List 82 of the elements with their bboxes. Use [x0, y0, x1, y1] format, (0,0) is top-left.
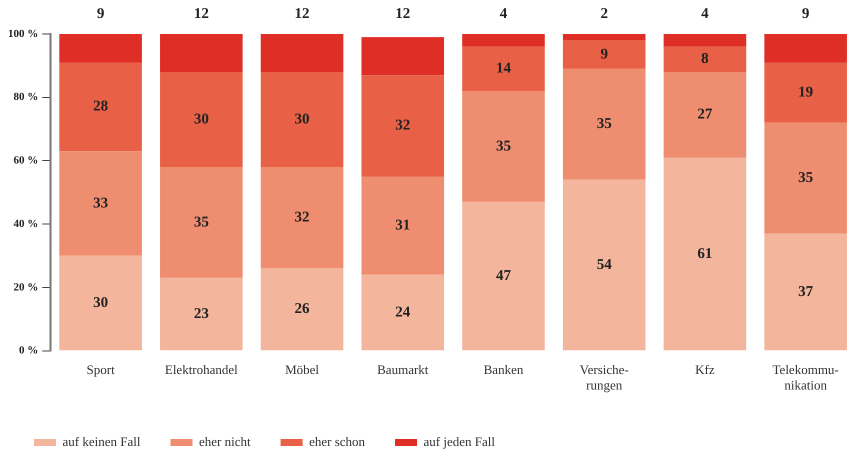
bar: [462, 46, 545, 92]
bar: [260, 268, 344, 350]
y-tick-label: 100 %: [8, 28, 38, 40]
data-label: 30: [93, 294, 108, 311]
data-label: 35: [798, 170, 814, 186]
bar: [361, 37, 444, 76]
y-tick-label: 60 %: [14, 154, 38, 167]
y-tick-label: 80 %: [14, 91, 38, 104]
bar: [361, 274, 444, 350]
bar: [260, 34, 344, 72]
bar: [664, 72, 746, 158]
data-label: 12: [294, 6, 310, 22]
x-tick-label: Telekommu- nikation: [772, 362, 839, 393]
data-label: 27: [697, 106, 713, 123]
data-label: 14: [496, 60, 512, 77]
bar: [664, 34, 746, 47]
x-tick-label: Kfz: [695, 362, 715, 378]
bar: [160, 34, 243, 72]
data-label: 54: [596, 256, 612, 273]
x-tick-label: Versiche- rungen: [580, 362, 629, 393]
data-label: 33: [93, 195, 108, 212]
data-label: 35: [496, 138, 511, 154]
bar: [462, 91, 545, 202]
x-tick-label: Möbel: [285, 362, 320, 378]
data-label: 28: [93, 98, 108, 115]
legend-label: auf jeden Fall: [424, 434, 496, 449]
bar: [562, 40, 646, 69]
data-label: 31: [395, 218, 410, 234]
data-label: 4: [701, 6, 710, 22]
bar: [562, 68, 646, 180]
data-label: 35: [596, 116, 612, 132]
y-tick-label: 20 %: [14, 281, 38, 294]
x-tick-label: Baumarkt: [377, 362, 429, 378]
data-label: 2: [600, 6, 608, 22]
x-tick-label: Sport: [86, 362, 116, 378]
bar: [764, 122, 847, 234]
data-label: 37: [798, 284, 814, 300]
bar: [462, 34, 545, 47]
data-label: 9: [802, 6, 810, 22]
bar: [462, 202, 545, 350]
bar: [764, 62, 847, 123]
bar: [260, 167, 344, 268]
data-label: 30: [294, 111, 310, 128]
legend-label: eher nicht: [198, 434, 251, 449]
bar: [59, 62, 142, 152]
data-label: 8: [701, 51, 709, 68]
bar: [260, 72, 344, 168]
data-label: 32: [294, 210, 310, 226]
bar: [764, 234, 847, 350]
data-label: 4: [500, 6, 508, 22]
bar: [361, 176, 444, 275]
data-label: 61: [697, 246, 712, 262]
data-label: 26: [294, 301, 310, 318]
bar: [160, 278, 243, 350]
x-tick-label: Elektrohandel: [164, 362, 238, 378]
data-label: 9: [96, 6, 104, 22]
y-tick-label: 0 %: [19, 344, 38, 357]
bar: [562, 34, 646, 40]
bar: [59, 151, 142, 256]
bar: [764, 34, 847, 63]
data-label: 35: [194, 214, 209, 230]
data-label: 47: [496, 268, 512, 284]
legend-label: eher schon: [309, 434, 366, 449]
bar: [160, 72, 243, 168]
data-label: 24: [395, 304, 411, 320]
data-label: 32: [395, 118, 410, 134]
data-label: 9: [600, 46, 608, 62]
bar: [361, 75, 444, 177]
data-label: 23: [194, 306, 209, 322]
data-label: 12: [194, 6, 209, 22]
x-tick-label: Banken: [484, 362, 524, 378]
data-label: 19: [798, 84, 814, 100]
bar: [160, 167, 243, 278]
bar: [59, 256, 142, 350]
bar: [562, 180, 646, 350]
bar: [59, 34, 142, 63]
bar: [664, 46, 746, 72]
legend-label: auf keinen Fall: [62, 434, 141, 449]
data-label: 12: [395, 6, 410, 22]
bar: [664, 158, 746, 350]
y-tick-label: 40 %: [14, 218, 38, 230]
data-label: 30: [194, 111, 209, 128]
